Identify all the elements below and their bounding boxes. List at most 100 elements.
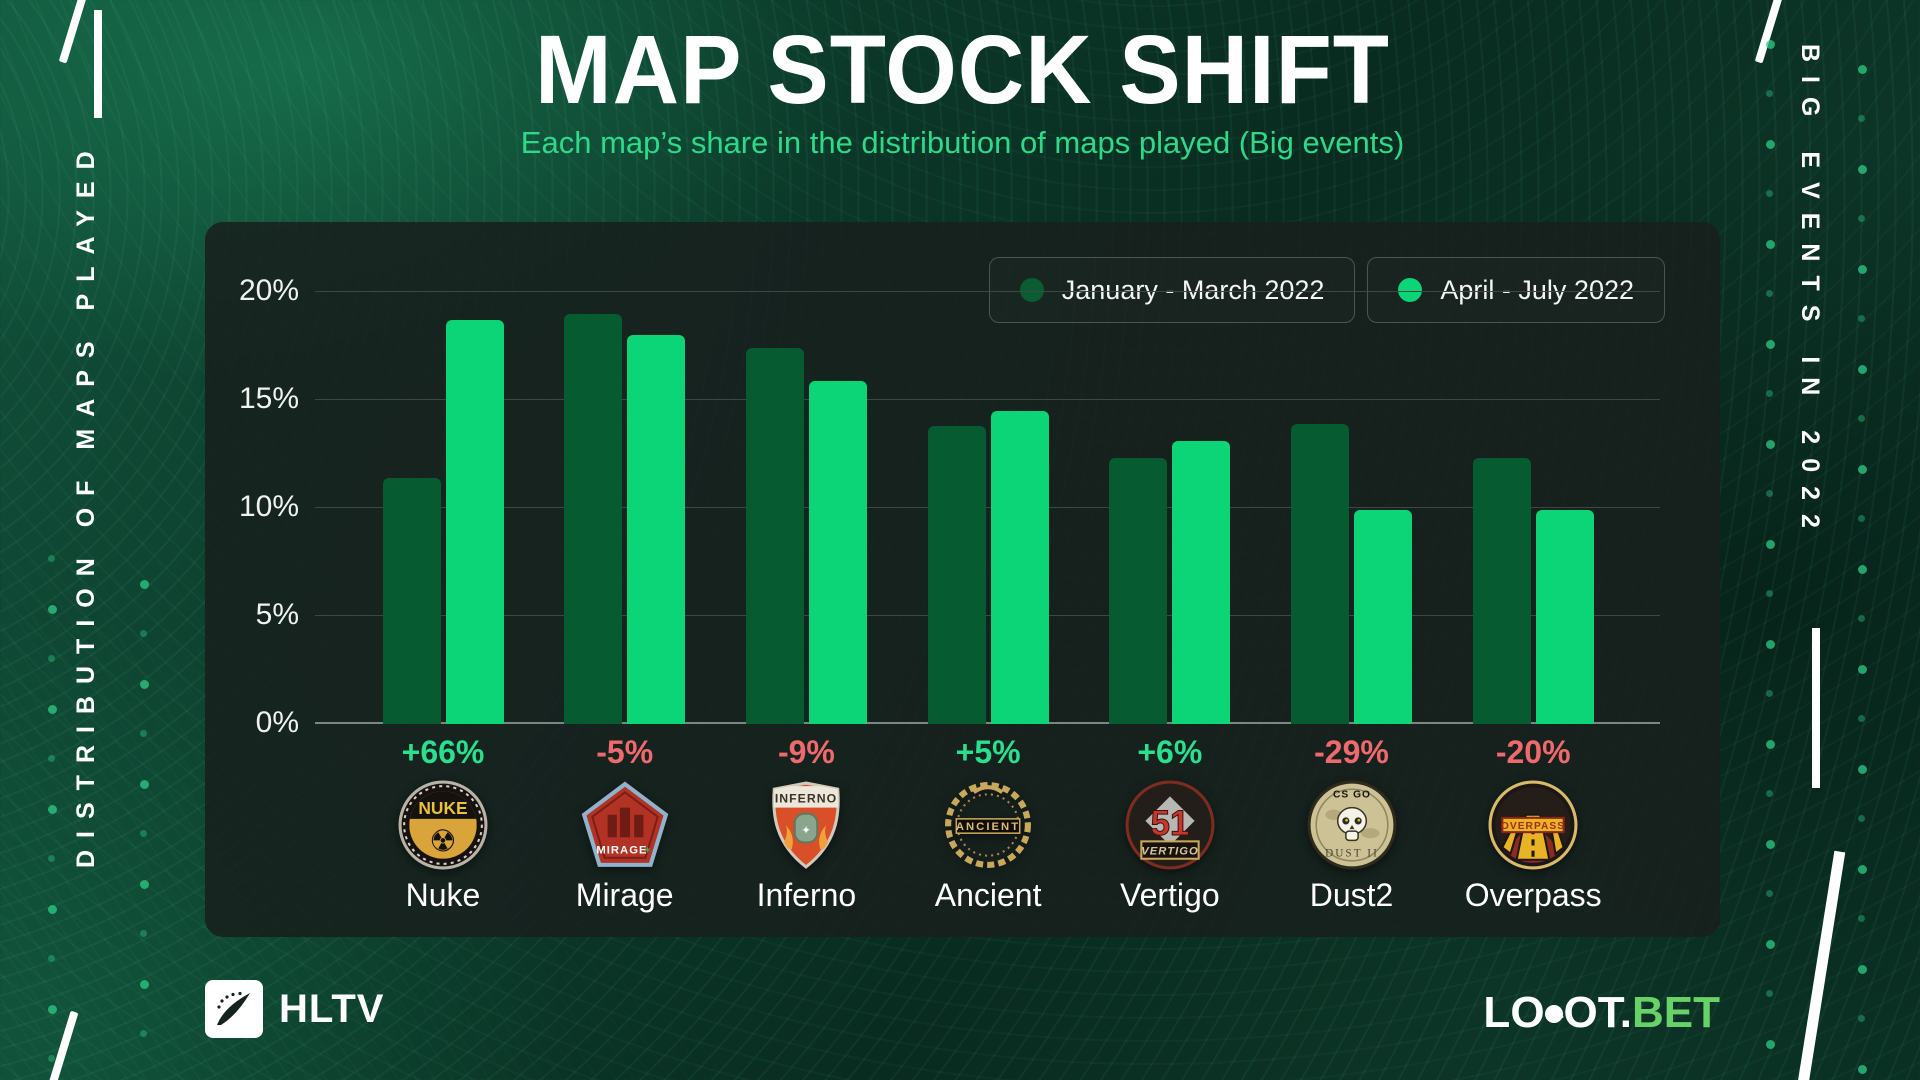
decor-dot <box>48 655 55 662</box>
decor-dot <box>140 580 149 589</box>
dust2-map-icon: CS GO DUST II <box>1307 780 1397 870</box>
decor-dot <box>140 980 149 989</box>
decor-dot <box>1766 990 1773 997</box>
map-name-nuke: Nuke <box>405 877 481 913</box>
gridline-20% <box>315 291 1660 292</box>
decor-dot <box>48 905 57 914</box>
svg-text:MIRAGE: MIRAGE <box>596 845 647 857</box>
decor-dot <box>1766 540 1775 549</box>
mirage-map-icon: MIRAGE ✶ <box>580 780 670 870</box>
decor-dot <box>1766 290 1773 297</box>
page-title: MAP STOCK SHIFT <box>535 15 1390 125</box>
y-axis-tick-15%: 15% <box>238 382 299 415</box>
decor-dot <box>1858 1015 1865 1022</box>
legend-label: January - March 2022 <box>1061 274 1325 305</box>
inferno-map-icon: INFERNO ✦ <box>761 780 851 870</box>
decor-dot <box>1766 840 1775 849</box>
top-left-accent-line <box>58 0 90 64</box>
decor-dot <box>48 605 57 614</box>
decor-dot <box>1858 165 1867 174</box>
decor-dot <box>48 705 57 714</box>
gridline-15% <box>315 399 1660 400</box>
gridline-5% <box>315 615 1660 616</box>
bar-inferno-jan-mar <box>745 348 804 724</box>
svg-text:ANCIENT: ANCIENT <box>956 821 1020 833</box>
svg-text:OVERPASS: OVERPASS <box>1501 821 1565 832</box>
decor-dot <box>1766 340 1775 349</box>
change-label-mirage: -5% <box>596 734 654 770</box>
bar-chart-area: 0% 5% 10% 15% 20% <box>239 274 1660 739</box>
bar-nuke-apr-jul <box>445 320 504 724</box>
decor-dot <box>140 930 147 937</box>
decor-dot <box>48 855 55 862</box>
bar-ancient-apr-jul <box>990 410 1049 724</box>
decor-dot <box>1766 590 1773 597</box>
decor-dot <box>48 755 55 762</box>
left-accent-bar <box>94 10 102 118</box>
hltv-wordmark: HLTV <box>279 986 385 1031</box>
legend: January - March 2022 April - July 2022 <box>988 257 1665 323</box>
decor-dot <box>1766 190 1773 197</box>
hltv-swoosh-icon <box>205 980 263 1038</box>
decor-dot <box>1858 615 1865 622</box>
decor-dot <box>1766 40 1775 49</box>
decor-dot <box>48 1005 57 1014</box>
decor-dot <box>1766 490 1773 497</box>
svg-text:DUST II: DUST II <box>1325 848 1379 860</box>
svg-text:✦: ✦ <box>802 825 811 837</box>
hltv-logo: HLTV <box>205 980 384 1038</box>
decor-dot <box>1766 740 1775 749</box>
map-name-vertigo: Vertigo <box>1119 877 1220 913</box>
bottom-right-accent-stripe <box>1793 850 1846 1080</box>
decor-dot <box>1858 1065 1867 1074</box>
decor-dot <box>1766 640 1775 649</box>
decor-dot <box>1766 390 1773 397</box>
decor-dot <box>48 1055 55 1062</box>
bar-ancient-jan-mar <box>927 425 986 724</box>
decor-dot <box>140 680 149 689</box>
bar-mirage-apr-jul <box>627 335 686 724</box>
legend-item-2: April - July 2022 <box>1367 257 1665 323</box>
decor-dot <box>1766 90 1773 97</box>
decor-dot <box>1858 65 1867 74</box>
svg-text:INFERNO: INFERNO <box>775 792 837 806</box>
decor-dot <box>1858 115 1865 122</box>
decor-dot <box>1766 790 1773 797</box>
change-label-vertigo: +6% <box>1137 734 1203 770</box>
legend-dot <box>1398 278 1423 302</box>
change-label-dust2: -29% <box>1314 734 1389 770</box>
svg-text:NUKE: NUKE <box>418 798 467 818</box>
decor-dot <box>1858 265 1867 274</box>
decor-dot <box>1858 865 1867 874</box>
loot-text-bet: BET <box>1632 988 1720 1037</box>
bar-overpass-apr-jul <box>1535 510 1594 724</box>
legend-item-1: January - March 2022 <box>988 257 1356 323</box>
header: MAP STOCK SHIFT Each map’s share in the … <box>205 15 1720 161</box>
decor-dot <box>1858 515 1865 522</box>
bar-mirage-jan-mar <box>564 313 623 724</box>
change-label-ancient: +5% <box>955 734 1021 770</box>
vertigo-map-icon: 51 VERTIGO <box>1125 780 1215 870</box>
gridline-0% <box>315 722 1660 724</box>
chart-panel: January - March 2022 April - July 2022 0%… <box>205 222 1720 937</box>
change-label-inferno: -9% <box>777 734 835 770</box>
legend-label: April - July 2022 <box>1440 274 1634 305</box>
gridline-10% <box>315 507 1660 508</box>
decor-dot <box>1858 365 1867 374</box>
decor-dot <box>1858 415 1865 422</box>
decor-dot <box>48 805 57 814</box>
svg-text:VERTIGO: VERTIGO <box>1141 846 1199 858</box>
ancient-map-icon: ANCIENT <box>943 780 1033 870</box>
decor-dot <box>140 830 147 837</box>
change-label-overpass: -20% <box>1495 734 1571 770</box>
decor-dot <box>1766 690 1773 697</box>
decor-dot <box>140 730 147 737</box>
decor-dot <box>1858 215 1865 222</box>
decor-dot <box>1766 890 1773 897</box>
decor-dot <box>1858 765 1867 774</box>
right-side-label: BIG EVENTS IN 2022 <box>1796 44 1824 542</box>
decor-dot <box>1766 140 1775 149</box>
decor-dot <box>1766 940 1775 949</box>
decor-dot <box>140 780 149 789</box>
top-right-accent-line <box>1754 0 1786 64</box>
